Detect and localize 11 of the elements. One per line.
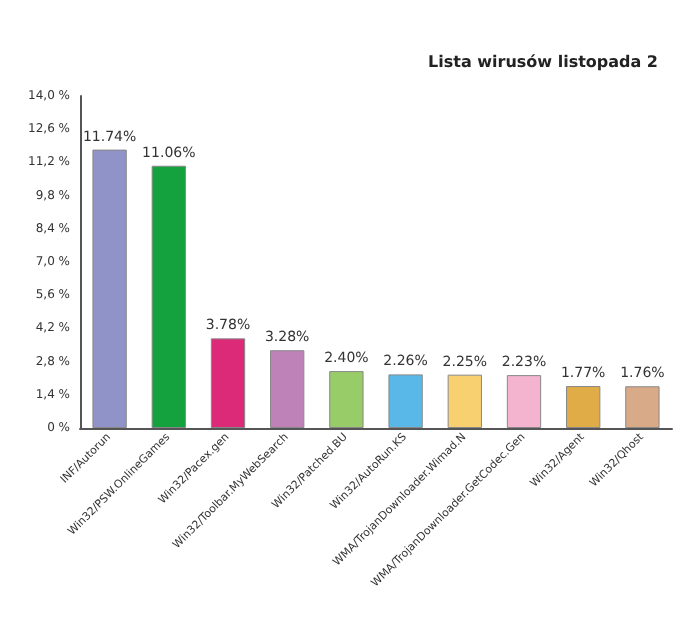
bar (210, 338, 246, 428)
bar (625, 386, 660, 428)
bar (566, 386, 601, 428)
bar (270, 350, 305, 428)
chart-title: Lista wirusów listopada 2 (428, 53, 658, 71)
bar (506, 375, 542, 428)
bar (388, 374, 423, 428)
bar (329, 371, 364, 428)
bar (151, 165, 186, 428)
bar (447, 374, 482, 428)
bar (92, 149, 127, 428)
